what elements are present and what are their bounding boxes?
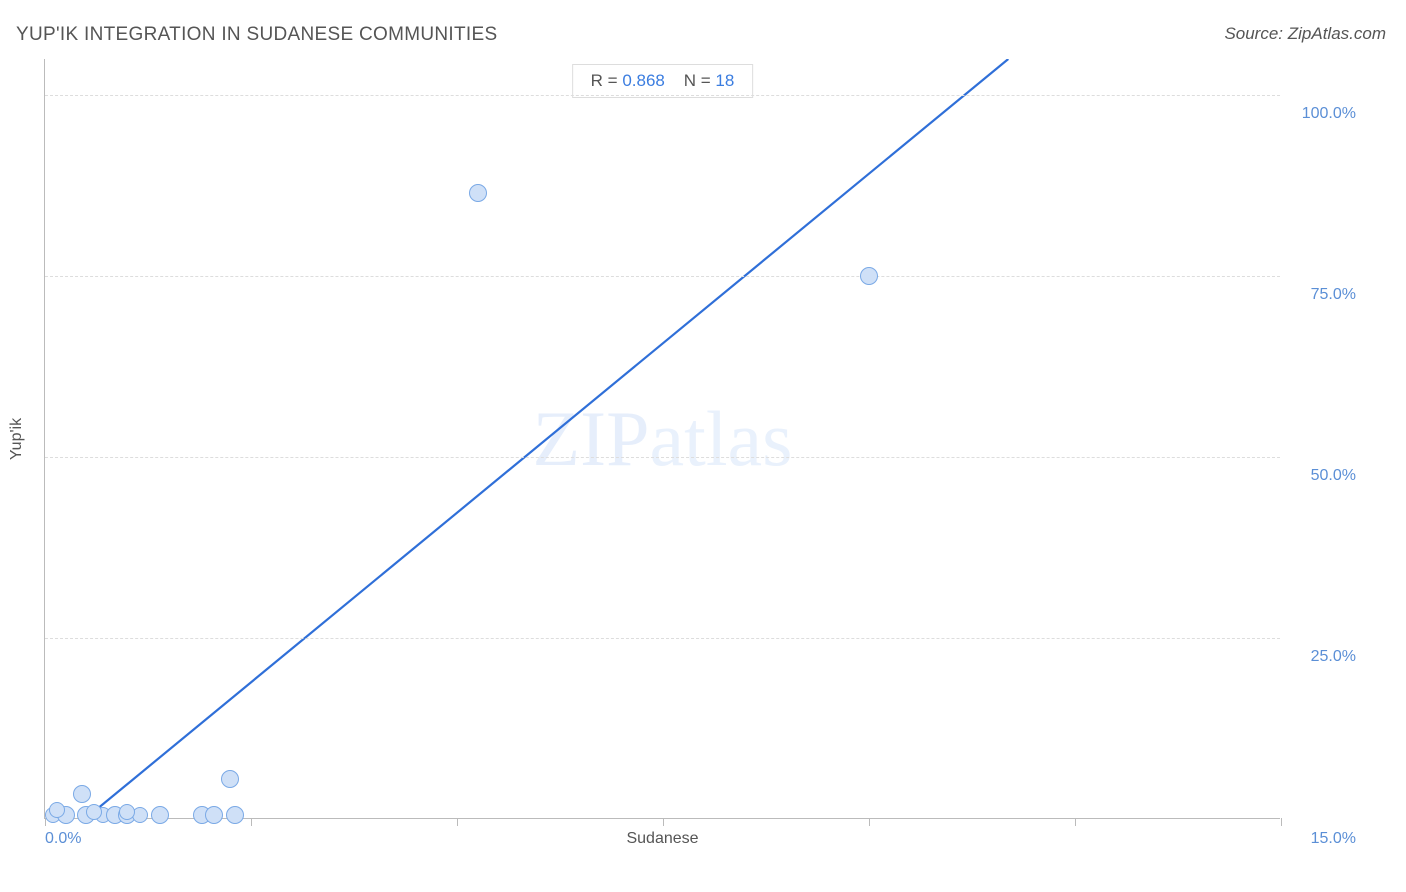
x-tick: [663, 818, 664, 826]
scatter-point: [151, 806, 169, 824]
watermark-atlas: atlas: [650, 395, 793, 482]
r-label: R =: [591, 71, 623, 90]
n-value: 18: [715, 71, 734, 90]
x-end-label: 15.0%: [1311, 830, 1356, 848]
grid-line: [45, 638, 1280, 639]
scatter-point: [86, 804, 102, 820]
x-tick: [457, 818, 458, 826]
source-text: Source: ZipAtlas.com: [1224, 24, 1386, 44]
scatter-point: [469, 184, 487, 202]
y-axis-label: Yup'ik: [8, 417, 26, 459]
x-tick: [1075, 818, 1076, 826]
chart-container: YUP'IK INTEGRATION IN SUDANESE COMMUNITI…: [0, 0, 1406, 892]
x-tick: [1281, 818, 1282, 826]
scatter-point: [205, 806, 223, 824]
scatter-point: [49, 802, 65, 818]
r-value: 0.868: [622, 71, 665, 90]
scatter-point: [73, 785, 91, 803]
grid-line: [45, 276, 1280, 277]
scatter-point: [119, 804, 135, 820]
scatter-point: [226, 806, 244, 824]
grid-line: [45, 457, 1280, 458]
x-tick: [869, 818, 870, 826]
chart-title: YUP'IK INTEGRATION IN SUDANESE COMMUNITI…: [16, 24, 497, 46]
scatter-point: [221, 770, 239, 788]
x-axis-label: Sudanese: [626, 830, 698, 848]
grid-line: [45, 95, 1280, 96]
scatter-point: [860, 267, 878, 285]
n-label: N =: [684, 71, 716, 90]
y-tick-label: 25.0%: [1311, 648, 1356, 666]
watermark: ZIPatlas: [533, 394, 793, 484]
y-tick-label: 75.0%: [1311, 286, 1356, 304]
x-origin-label: 0.0%: [45, 830, 81, 848]
y-tick-label: 100.0%: [1302, 105, 1356, 123]
stats-box: R = 0.868 N = 18: [572, 64, 754, 98]
watermark-zip: ZIP: [533, 395, 650, 482]
trend-line: [45, 59, 1280, 818]
y-tick-label: 50.0%: [1311, 467, 1356, 485]
x-tick: [251, 818, 252, 826]
scatter-plot: ZIPatlas R = 0.868 N = 18 Sudanese Yup'i…: [44, 59, 1280, 819]
